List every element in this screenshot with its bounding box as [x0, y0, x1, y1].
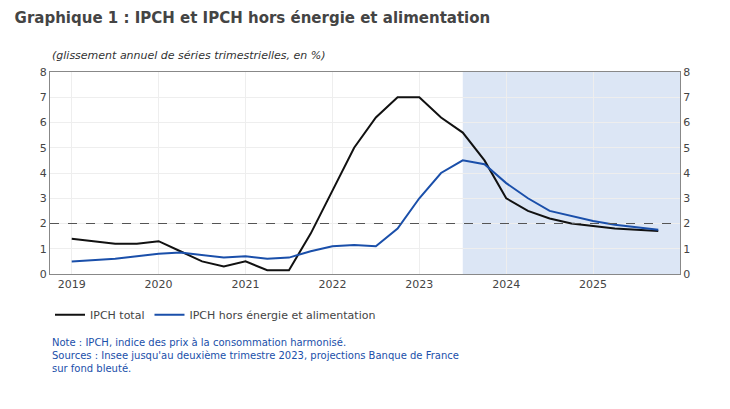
- svg-text:7: 7: [40, 91, 47, 104]
- svg-text:2025: 2025: [579, 278, 607, 291]
- svg-text:2019: 2019: [58, 278, 86, 291]
- svg-text:8: 8: [40, 66, 47, 79]
- svg-text:4: 4: [40, 167, 47, 180]
- svg-text:2022: 2022: [318, 278, 346, 291]
- svg-text:2023: 2023: [405, 278, 433, 291]
- svg-text:5: 5: [683, 142, 690, 155]
- svg-text:5: 5: [40, 142, 47, 155]
- svg-text:2020: 2020: [145, 278, 173, 291]
- svg-text:3: 3: [40, 192, 47, 205]
- svg-text:2021: 2021: [232, 278, 260, 291]
- svg-text:2: 2: [683, 217, 690, 230]
- svg-text:0: 0: [683, 268, 690, 281]
- svg-text:2024: 2024: [492, 278, 520, 291]
- svg-text:7: 7: [683, 91, 690, 104]
- svg-text:IPCH total: IPCH total: [90, 309, 144, 322]
- svg-text:1: 1: [683, 243, 690, 256]
- svg-text:(glissement annuel de séries t: (glissement annuel de séries trimestriel…: [52, 49, 326, 62]
- svg-text:6: 6: [683, 116, 690, 129]
- svg-text:4: 4: [683, 167, 690, 180]
- svg-text:0: 0: [40, 268, 47, 281]
- svg-text:Graphique 1 : IPCH et IPCH hor: Graphique 1 : IPCH et IPCH hors énergie …: [15, 9, 491, 27]
- svg-text:3: 3: [683, 192, 690, 205]
- svg-text:6: 6: [40, 116, 47, 129]
- svg-text:2: 2: [40, 217, 47, 230]
- svg-text:1: 1: [40, 243, 47, 256]
- svg-text:IPCH hors énergie et alimentat: IPCH hors énergie et alimentation: [189, 309, 375, 322]
- svg-text:8: 8: [683, 66, 690, 79]
- svg-text:Note : IPCH, indice des prix à: Note : IPCH, indice des prix à la consom…: [52, 337, 459, 374]
